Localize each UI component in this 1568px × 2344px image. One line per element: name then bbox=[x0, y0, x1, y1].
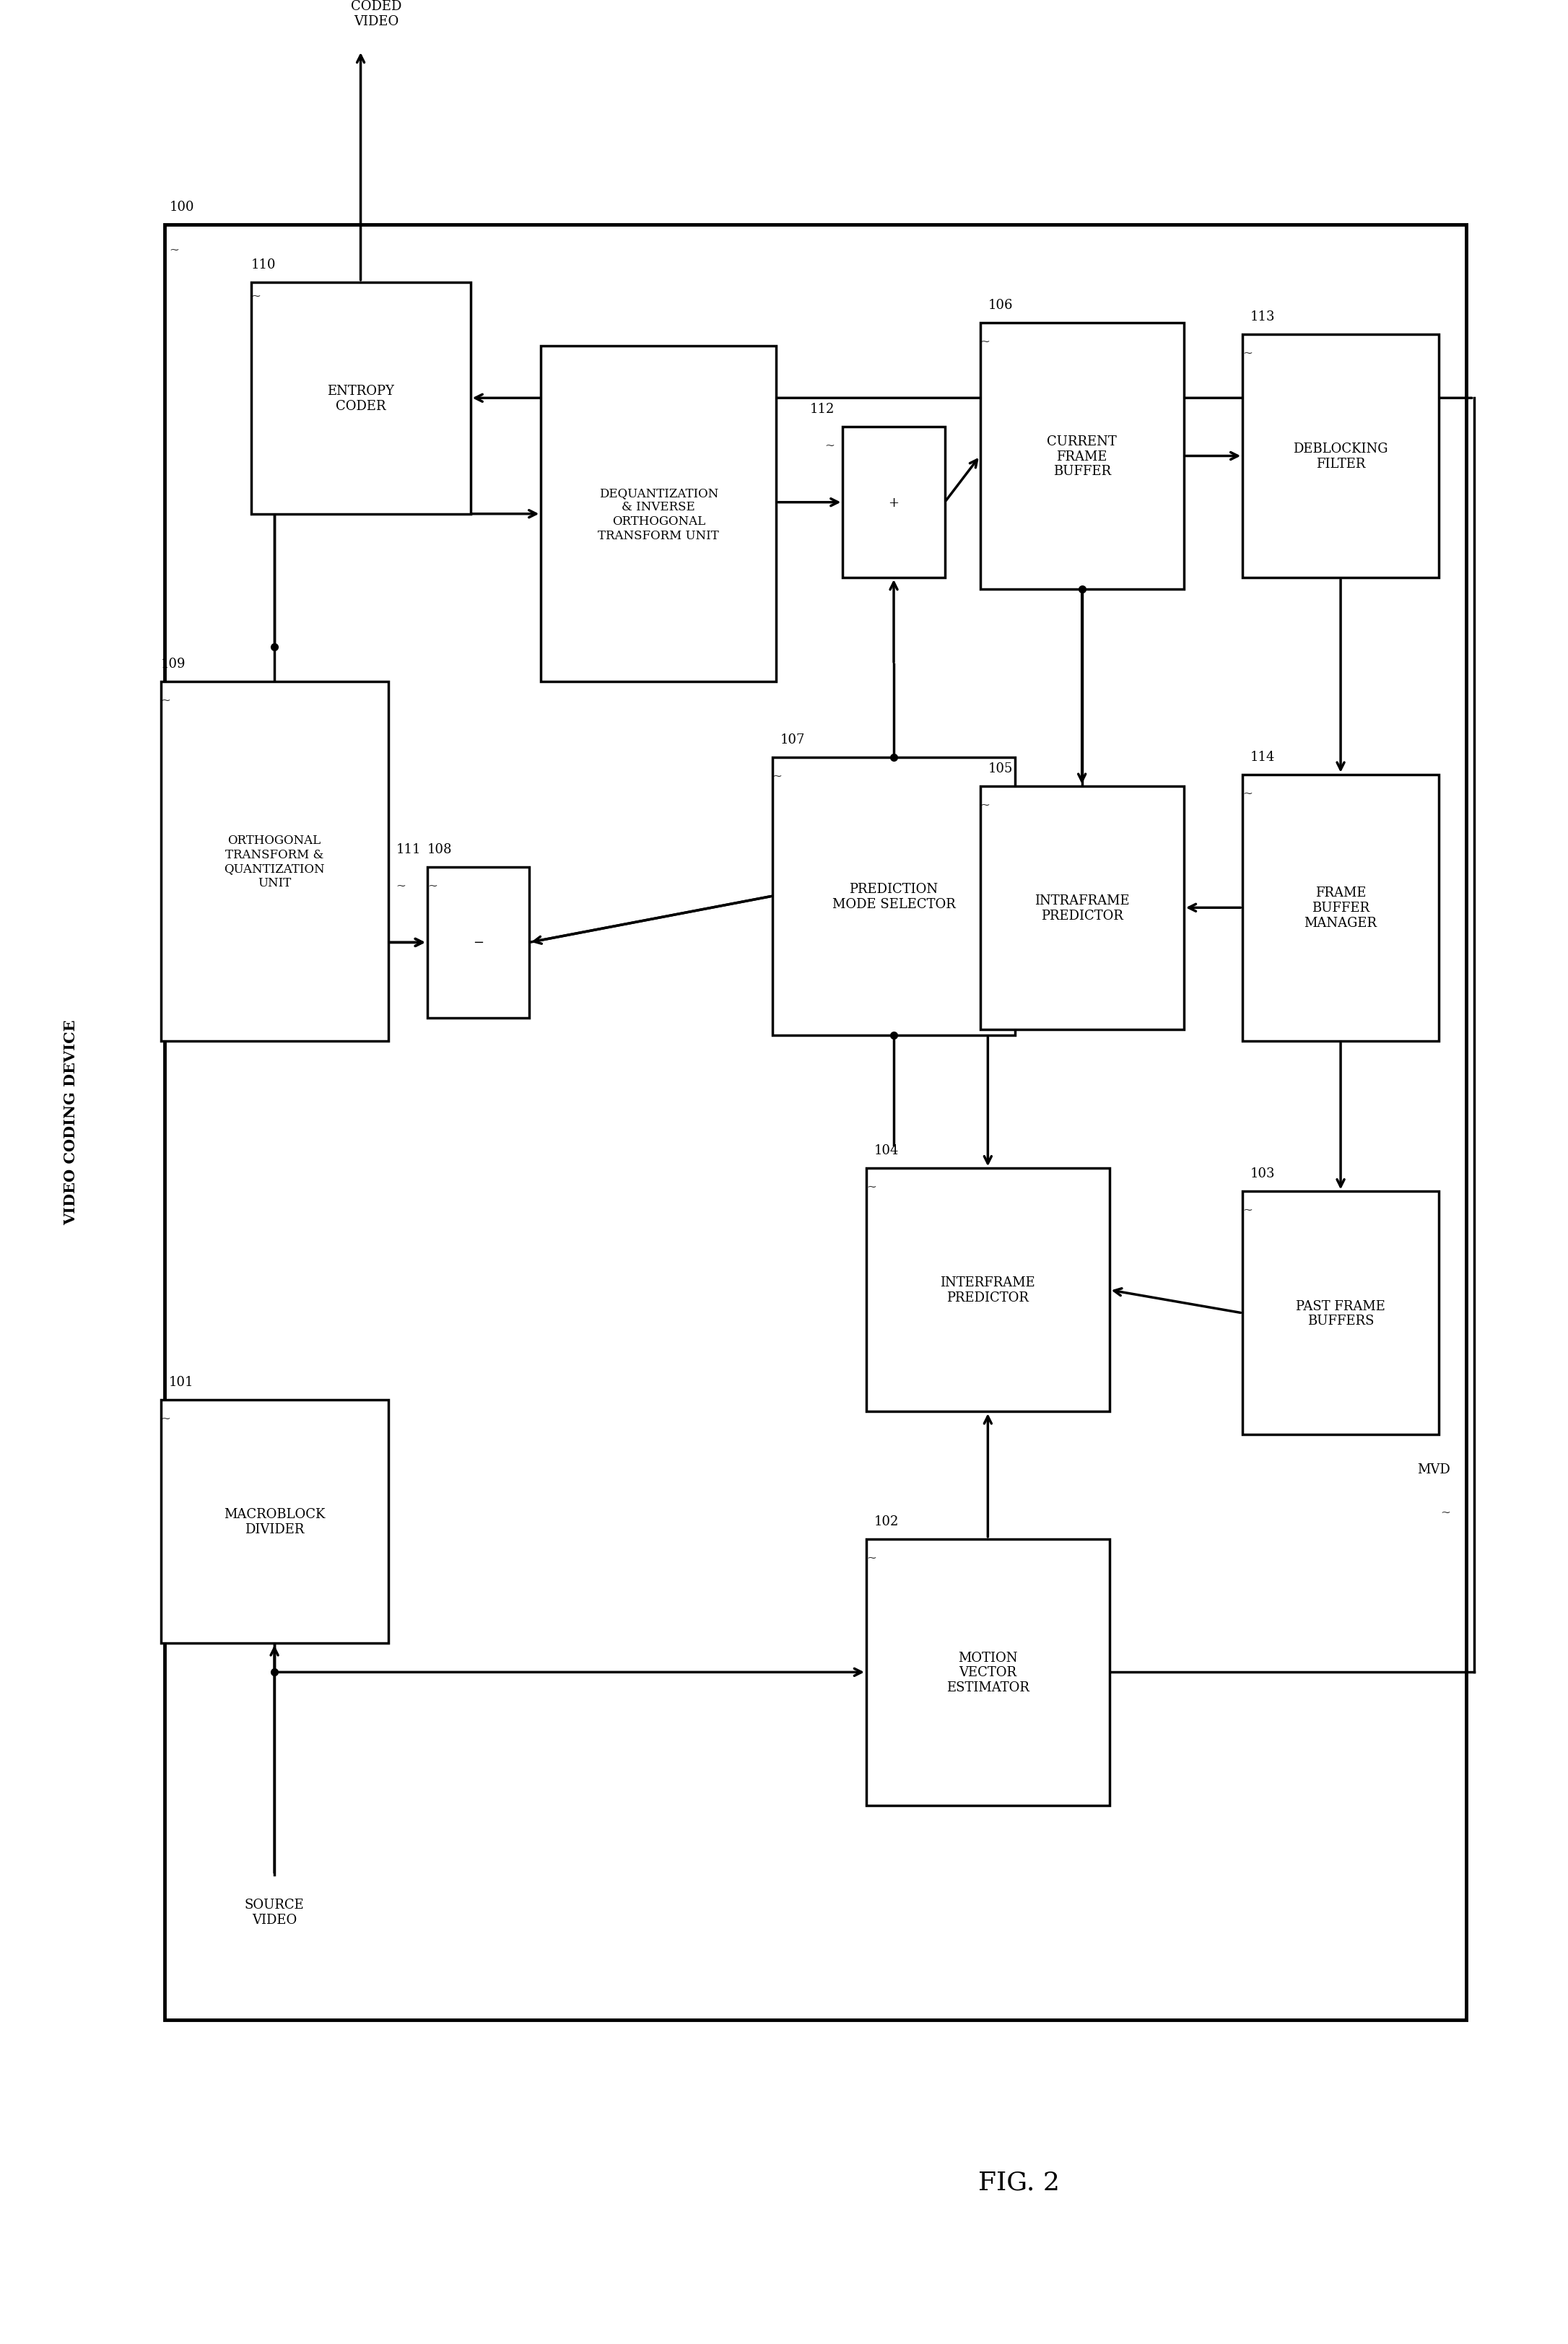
Text: DEBLOCKING
FILTER: DEBLOCKING FILTER bbox=[1294, 443, 1388, 471]
Bar bbox=[165, 225, 1466, 2021]
Text: 103: 103 bbox=[1251, 1167, 1275, 1181]
Bar bbox=[251, 284, 470, 513]
Bar bbox=[426, 867, 528, 1017]
Text: 107: 107 bbox=[781, 734, 804, 745]
Text: −: − bbox=[474, 935, 483, 949]
Text: 102: 102 bbox=[875, 1514, 898, 1528]
Text: SOURCE
VIDEO: SOURCE VIDEO bbox=[245, 1899, 304, 1927]
Text: 111: 111 bbox=[395, 844, 420, 856]
Text: PAST FRAME
BUFFERS: PAST FRAME BUFFERS bbox=[1295, 1299, 1386, 1327]
Bar bbox=[1242, 1191, 1439, 1435]
Text: 109: 109 bbox=[162, 659, 185, 670]
Text: PREDICTION
MODE SELECTOR: PREDICTION MODE SELECTOR bbox=[833, 881, 955, 909]
Text: ~: ~ bbox=[251, 291, 260, 302]
Text: ~: ~ bbox=[980, 335, 989, 347]
Text: +: + bbox=[889, 497, 898, 509]
Text: ~: ~ bbox=[825, 438, 834, 452]
Text: FIG. 2: FIG. 2 bbox=[978, 2171, 1060, 2194]
Text: ORTHOGONAL
TRANSFORM &
QUANTIZATION
UNIT: ORTHOGONAL TRANSFORM & QUANTIZATION UNIT bbox=[224, 834, 325, 888]
Bar bbox=[980, 788, 1184, 1029]
Text: ~: ~ bbox=[426, 879, 437, 891]
Text: ~: ~ bbox=[1242, 1202, 1253, 1217]
Bar bbox=[771, 757, 1016, 1036]
Text: 110: 110 bbox=[251, 258, 276, 272]
Text: DEQUANTIZATION
& INVERSE
ORTHOGONAL
TRANSFORM UNIT: DEQUANTIZATION & INVERSE ORTHOGONAL TRAN… bbox=[597, 488, 720, 541]
Text: INTERFRAME
PREDICTOR: INTERFRAME PREDICTOR bbox=[941, 1275, 1035, 1303]
Text: 101: 101 bbox=[169, 1376, 193, 1388]
Bar bbox=[162, 1399, 389, 1643]
Bar bbox=[980, 323, 1184, 591]
Text: CURRENT
FRAME
BUFFER: CURRENT FRAME BUFFER bbox=[1047, 436, 1116, 478]
Text: ~: ~ bbox=[980, 797, 989, 811]
Bar bbox=[866, 1540, 1110, 1805]
Text: 108: 108 bbox=[426, 844, 452, 856]
Text: 104: 104 bbox=[875, 1144, 898, 1158]
Text: ~: ~ bbox=[866, 1181, 877, 1193]
Bar bbox=[541, 347, 776, 682]
Text: VIDEO CODING DEVICE: VIDEO CODING DEVICE bbox=[63, 1020, 78, 1226]
Text: MVD: MVD bbox=[1417, 1463, 1450, 1474]
Bar bbox=[844, 427, 944, 579]
Text: INTRAFRAME
PREDICTOR: INTRAFRAME PREDICTOR bbox=[1035, 893, 1129, 921]
Text: ~: ~ bbox=[162, 694, 171, 706]
Bar bbox=[1242, 335, 1439, 579]
Text: ~: ~ bbox=[1242, 788, 1253, 799]
Text: ~: ~ bbox=[162, 1411, 171, 1425]
Text: ~: ~ bbox=[169, 244, 179, 255]
Bar bbox=[1242, 776, 1439, 1041]
Text: ~: ~ bbox=[771, 769, 782, 781]
Text: CODED
VIDEO: CODED VIDEO bbox=[351, 0, 401, 28]
Text: ~: ~ bbox=[866, 1552, 877, 1563]
Text: MOTION
VECTOR
ESTIMATOR: MOTION VECTOR ESTIMATOR bbox=[947, 1650, 1029, 1695]
Text: 112: 112 bbox=[811, 403, 834, 415]
Text: 113: 113 bbox=[1251, 309, 1275, 323]
Text: ~: ~ bbox=[1441, 1505, 1450, 1519]
Bar bbox=[866, 1170, 1110, 1411]
Text: 100: 100 bbox=[169, 199, 194, 213]
Bar bbox=[162, 682, 389, 1041]
Text: 105: 105 bbox=[988, 762, 1013, 776]
Text: 106: 106 bbox=[988, 298, 1013, 312]
Text: MACROBLOCK
DIVIDER: MACROBLOCK DIVIDER bbox=[224, 1507, 325, 1535]
Text: FRAME
BUFFER
MANAGER: FRAME BUFFER MANAGER bbox=[1305, 886, 1377, 931]
Text: ~: ~ bbox=[395, 879, 406, 891]
Text: ~: ~ bbox=[1242, 347, 1253, 359]
Text: 114: 114 bbox=[1251, 750, 1275, 764]
Text: ENTROPY
CODER: ENTROPY CODER bbox=[328, 384, 394, 413]
